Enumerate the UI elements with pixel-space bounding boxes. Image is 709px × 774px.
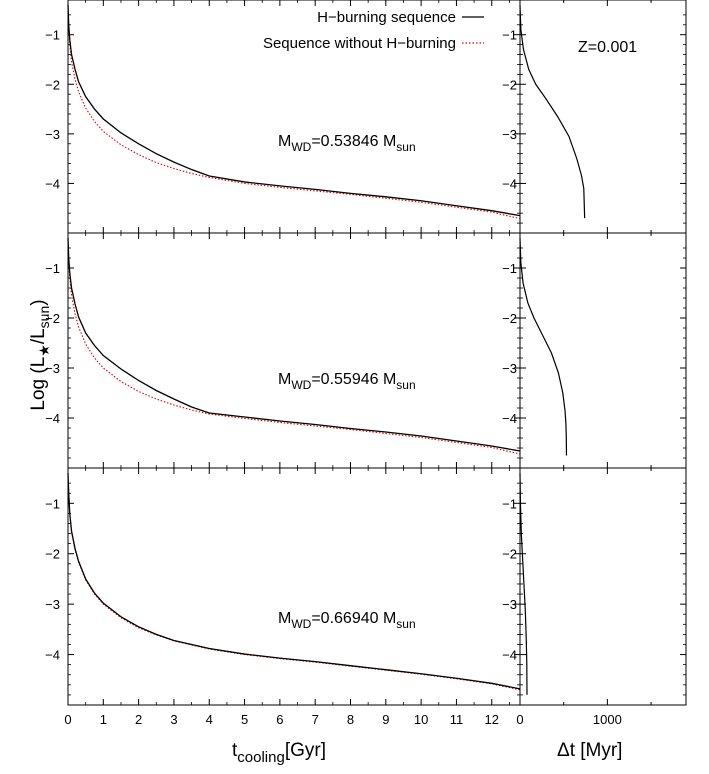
y-tick-label-right-p3-2: −3 [502,597,517,612]
x-tick-label-left-10: 10 [414,712,428,727]
y-tick-label-right-p3-1: −2 [502,547,517,562]
legend-label-h-burning: H−burning sequence [317,9,456,26]
x-tick-label-right-0: 0 [516,712,523,727]
y-tick-label-right-p3-3: −4 [502,648,517,663]
y-tick-label-left-p1-0: −1 [45,28,60,43]
mass-label-1: MWD=0.53846 Msun [278,133,416,154]
legend-label-no-h-burning: Sequence without H−burning [263,35,456,52]
delta-t-line-p3 [519,473,528,695]
h-burning-line-p2 [67,237,521,452]
panel-frame-right-2 [519,232,687,469]
y-tick-label-right-p1-2: −3 [502,127,517,142]
y-tick-label-left-p3-1: −2 [45,547,60,562]
h-burning-line-p1 [67,4,521,217]
y-tick-label-left-p3-3: −4 [45,648,60,663]
y-tick-label-right-p2-0: −1 [502,261,517,276]
x-tick-label-left-3: 3 [170,712,177,727]
x-tick-label-left-2: 2 [135,712,142,727]
y-tick-label-right-p1-1: −2 [502,77,517,92]
y-tick-label-left-p1-1: −2 [45,77,60,92]
y-tick-label-left-p2-0: −1 [45,261,60,276]
x-tick-label-left-9: 9 [382,712,389,727]
x-tick-label-left-12: 12 [485,712,499,727]
y-tick-label-right-p3-0: −1 [502,496,517,511]
x-tick-label-left-5: 5 [241,712,248,727]
mass-label-2: MWD=0.55946 Msun [278,371,416,392]
no-h-burning-line-p3 [67,473,521,691]
y-tick-label-right-p2-2: −3 [502,361,517,376]
x-tick-label-left-0: 0 [64,712,71,727]
y-tick-label-right-p2-1: −2 [502,311,517,326]
no-h-burning-line-p2 [67,237,521,455]
y-tick-label-left-p2-2: −3 [45,361,60,376]
y-tick-label-left-p1-2: −3 [45,127,60,142]
panel-frame-right-3 [519,467,687,706]
delta-t-line-p2 [519,237,568,456]
delta-t-line-p1 [519,4,586,219]
panel-frame-left-3 [67,467,521,706]
x-tick-label-left-1: 1 [100,712,107,727]
y-tick-label-left-p2-1: −2 [45,311,60,326]
x-tick-label-right-1: 1000 [593,712,622,727]
no-h-burning-line-p1 [67,4,521,220]
x-axis-title-left: tcooling[Gyr] [232,740,326,766]
y-tick-label-left-p3-0: −1 [45,496,60,511]
x-tick-label-left-4: 4 [206,712,213,727]
x-tick-label-left-8: 8 [347,712,354,727]
panel-frame-left-2 [67,232,521,469]
x-tick-label-left-6: 6 [276,712,283,727]
y-axis-title: Log (L★/Lsun) [28,299,52,410]
h-burning-line-p3 [67,473,521,690]
y-tick-label-left-p3-2: −3 [45,597,60,612]
metallicity-label: Z=0.001 [578,39,637,56]
series-layer [67,4,586,695]
legend: H−burning sequence Sequence without H−bu… [263,9,484,52]
mass-label-3: MWD=0.66940 Msun [278,610,416,631]
y-tick-label-right-p2-3: −4 [502,411,517,426]
x-axis-title-right: Δt [Myr] [557,740,622,761]
y-tick-label-right-p1-3: −4 [502,176,517,191]
x-tick-label-left-11: 11 [450,712,464,727]
axis-ticks [67,0,686,705]
y-tick-label-right-p1-0: −1 [502,28,517,43]
y-tick-label-left-p2-3: −4 [45,411,60,426]
panel-frame-right-1 [519,0,687,234]
x-tick-label-left-7: 7 [312,712,319,727]
y-tick-label-left-p1-3: −4 [45,176,60,191]
tick-labels: −1 −1 −2 −2 −3 −3 −4 −4 −1 −1 −2 −2 −3 −3 −4 −4 −1 −1 −2 −2… [45,28,622,727]
